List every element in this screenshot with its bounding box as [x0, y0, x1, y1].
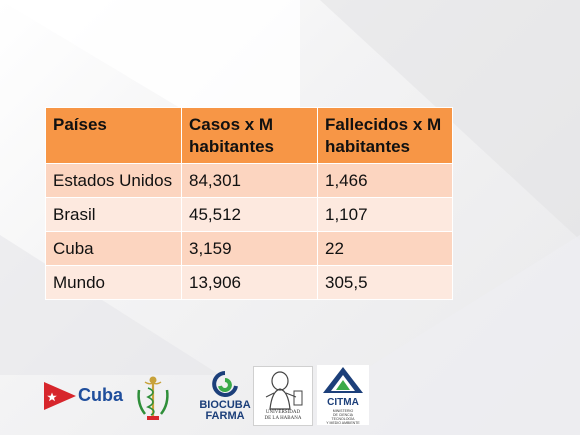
- citma-symbol-icon: [323, 367, 363, 393]
- cell-country: Mundo: [45, 265, 182, 300]
- biocubafarma-line1: BIOCUBA: [199, 399, 251, 411]
- cell-cases: 45,512: [181, 197, 318, 232]
- cell-deaths: 1,107: [317, 197, 453, 232]
- university-text: UNIVERSIDAD DE LA HABANA: [254, 410, 312, 422]
- cell-deaths: 22: [317, 231, 453, 266]
- citma-logo: CITMA MINISTERIO DE CIENCIA TECNOLOGÍA Y…: [317, 365, 369, 425]
- header-cases-per-million: Casos x M habitantes: [181, 107, 318, 164]
- university-seal-icon: [265, 371, 303, 410]
- university-line2: DE LA HABANA: [264, 416, 302, 421]
- table-header-row: Países Casos x M habitantes Fallecidos x…: [45, 107, 453, 164]
- biocubafarma-logo: BIOCUBA FARMA: [190, 370, 260, 424]
- cell-deaths: 305,5: [317, 265, 453, 300]
- cell-country: Brasil: [45, 197, 182, 232]
- citma-subtitle-line: TECNOLOGÍA: [331, 417, 355, 421]
- caduceus-emblem-icon: [137, 376, 169, 420]
- cell-country: Cuba: [45, 231, 182, 266]
- cuba-logo-text: Cuba: [78, 385, 123, 405]
- cell-cases: 13,906: [181, 265, 318, 300]
- citma-subtitle-line: Y MEDIO AMBIENTE: [326, 421, 360, 425]
- cell-deaths: 1,466: [317, 163, 453, 198]
- cell-cases: 84,301: [181, 163, 318, 198]
- cuba-flag-icon: [44, 382, 76, 410]
- citma-subtitle: MINISTERIO DE CIENCIA TECNOLOGÍA Y MEDIO…: [317, 409, 369, 425]
- cuba-logo: Cuba: [42, 378, 123, 414]
- ministry-health-emblem: [133, 372, 173, 422]
- table-row: Mundo 13,906 305,5: [45, 265, 453, 300]
- biocubafarma-symbol-icon: [212, 371, 238, 397]
- table-row: Brasil 45,512 1,107: [45, 197, 453, 232]
- citma-text: CITMA: [327, 397, 359, 408]
- table-row: Estados Unidos 84,301 1,466: [45, 163, 453, 198]
- biocubafarma-line2: FARMA: [205, 410, 245, 422]
- table-row: Cuba 3,159 22: [45, 231, 453, 266]
- cell-cases: 3,159: [181, 231, 318, 266]
- citma-subtitle-line: DE CIENCIA: [332, 413, 354, 417]
- citma-subtitle-line: MINISTERIO: [332, 409, 354, 413]
- header-deaths-per-million: Fallecidos x M habitantes: [317, 107, 453, 164]
- university-line1: UNIVERSIDAD: [265, 410, 301, 415]
- universidad-habana-logo: UNIVERSIDAD DE LA HABANA: [253, 366, 313, 426]
- biocubafarma-text: BIOCUBA FARMA: [190, 400, 260, 422]
- statistics-table: Países Casos x M habitantes Fallecidos x…: [45, 107, 453, 300]
- header-countries: Países: [45, 107, 182, 164]
- cell-country: Estados Unidos: [45, 163, 182, 198]
